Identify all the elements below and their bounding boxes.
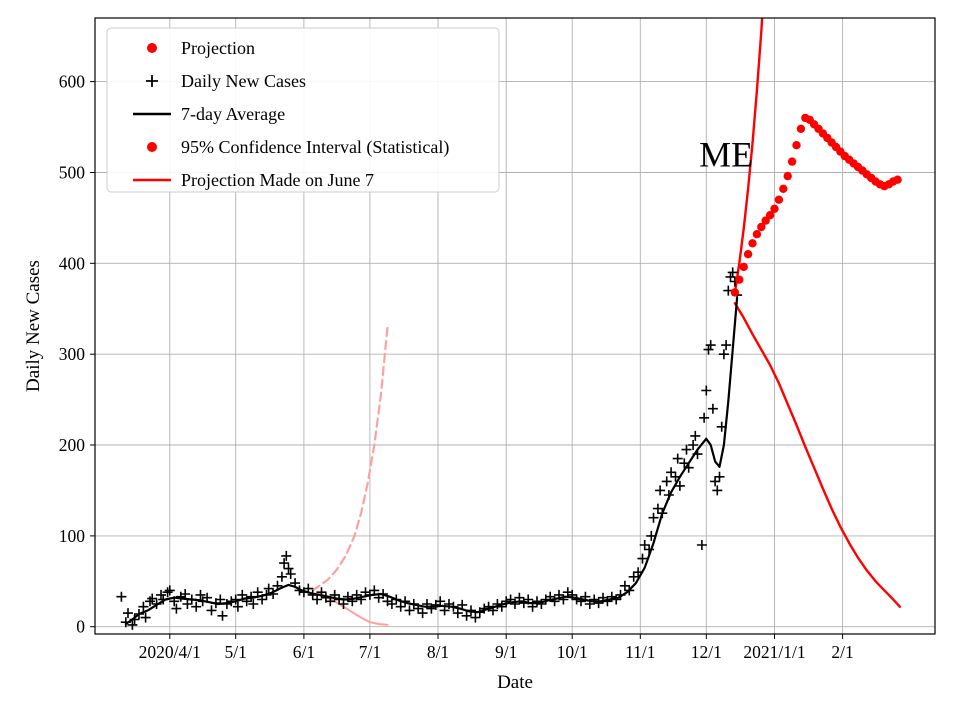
svg-text:5/1: 5/1 — [225, 642, 247, 662]
svg-text:95% Confidence Interval (Stati: 95% Confidence Interval (Statistical) — [181, 137, 449, 158]
svg-text:9/1: 9/1 — [495, 642, 517, 662]
y-axis-label: Daily New Cases — [23, 260, 44, 392]
svg-text:400: 400 — [59, 253, 86, 273]
svg-text:500: 500 — [59, 163, 86, 183]
svg-text:Projection Made on June 7: Projection Made on June 7 — [181, 170, 374, 190]
svg-text:200: 200 — [59, 435, 86, 455]
svg-text:2021/1/1: 2021/1/1 — [743, 642, 805, 662]
svg-text:2020/4/1: 2020/4/1 — [139, 642, 201, 662]
plot-series — [116, 18, 902, 630]
svg-text:0: 0 — [76, 617, 85, 637]
legend: Projection Daily New Cases 7-day Average 95… — [106, 27, 500, 193]
svg-text:10/1: 10/1 — [557, 642, 588, 662]
svg-text:2/1: 2/1 — [831, 642, 853, 662]
svg-text:300: 300 — [59, 344, 86, 364]
svg-text:Projection: Projection — [181, 38, 255, 58]
svg-text:7/1: 7/1 — [359, 642, 381, 662]
svg-text:100: 100 — [59, 526, 86, 546]
svg-text:11/1: 11/1 — [625, 642, 655, 662]
svg-text:Daily New Cases: Daily New Cases — [181, 71, 306, 91]
x-axis-label: Date — [497, 672, 533, 693]
state-annotation: ME — [699, 134, 753, 174]
svg-text:6/1: 6/1 — [293, 642, 315, 662]
svg-text:12/1: 12/1 — [691, 642, 722, 662]
svg-text:7-day Average: 7-day Average — [181, 104, 285, 124]
svg-text:8/1: 8/1 — [427, 642, 449, 662]
svg-text:600: 600 — [59, 72, 86, 92]
